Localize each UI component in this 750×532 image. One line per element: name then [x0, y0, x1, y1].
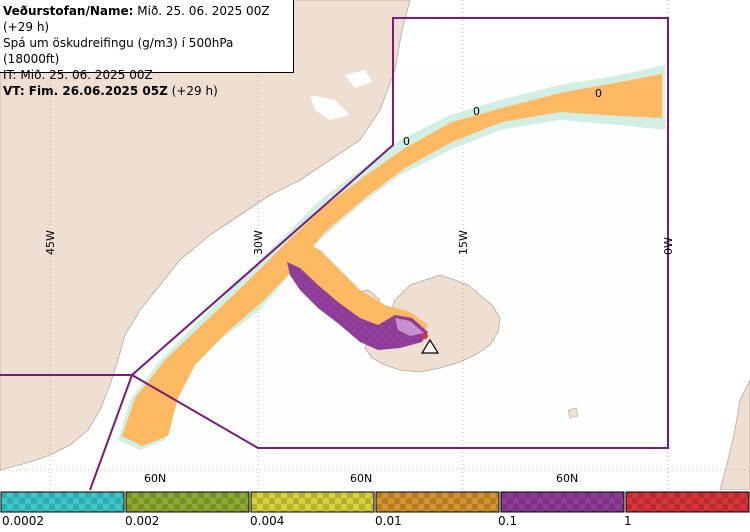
- header-vt-label: VT: Fim. 26.06.2025 05Z: [3, 84, 168, 98]
- header-line-2: Spá um öskudreifingu (g/m3) í 500hPa (18…: [3, 36, 234, 66]
- lon-label: 0W: [662, 237, 675, 255]
- forecast-info-box: Veðurstofan/Name: Mið. 25. 06. 2025 00Z …: [0, 0, 294, 98]
- lon-label: 15W: [457, 230, 470, 255]
- volcano-triangle-icon: [420, 333, 440, 354]
- legend-tick-label: 0.1: [498, 514, 518, 528]
- plume-marker: 0: [595, 87, 602, 100]
- lat-label: 60N: [350, 472, 372, 485]
- legend-swatch: [375, 491, 500, 513]
- concentration-legend: 0.0002 0.002 0.004 0.01 0.1 1: [0, 490, 750, 532]
- map-canvas: 0 0 0 45W 30W 15W 0W 60N 60N 60N: [0, 0, 750, 490]
- lon-label: 30W: [252, 230, 265, 255]
- header-line-4: VT: Fim. 26.06.2025 05Z (+29 h): [3, 83, 293, 99]
- advisory-area-boundary: [0, 17, 669, 490]
- legend-swatch: [125, 491, 250, 513]
- header-vt-value: (+29 h): [167, 84, 218, 98]
- legend-tick-label: 0.01: [375, 514, 402, 528]
- plume-marker: 0: [473, 105, 480, 118]
- legend-swatch: [250, 491, 375, 513]
- legend-tick-label: 0.004: [250, 514, 285, 528]
- legend-tick-label: 1: [624, 514, 632, 528]
- legend-swatch: [0, 491, 125, 513]
- plume-speckle: [110, 60, 670, 460]
- lon-label: 45W: [44, 230, 57, 255]
- lat-label: 60N: [144, 472, 166, 485]
- legend-tick-label: 0.002: [125, 514, 160, 528]
- legend-swatch: [625, 491, 750, 513]
- legend-tick-label: 0.0002: [2, 514, 44, 528]
- legend-swatches: [0, 491, 750, 513]
- lat-label: 60N: [556, 472, 578, 485]
- header-name-value: Mið. 25. 06. 2025 00Z (+29 h): [3, 4, 270, 34]
- legend-swatch: [500, 491, 625, 513]
- header-name-label: Veðurstofan/Name:: [3, 4, 134, 18]
- plume-marker: 0: [403, 135, 410, 148]
- header-line-3: IT: Mið. 25. 06. 2025 00Z: [3, 68, 153, 82]
- norway-landmass: [719, 379, 750, 490]
- header-line-1: Veðurstofan/Name: Mið. 25. 06. 2025 00Z …: [3, 3, 293, 35]
